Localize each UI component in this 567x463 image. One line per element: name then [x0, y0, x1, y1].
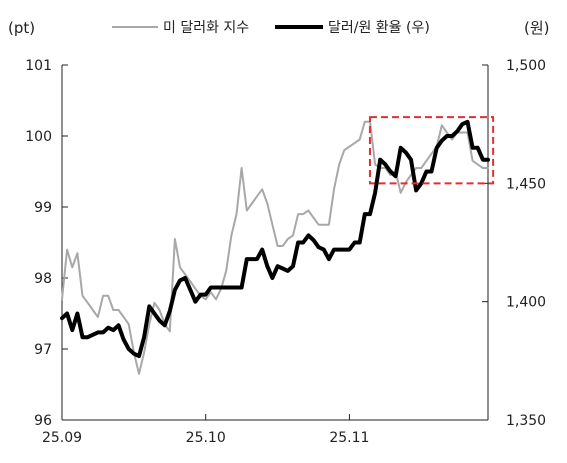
left-tick-label: 101: [25, 58, 52, 74]
x-tick-label: 25.09: [42, 430, 82, 446]
left-tick-label: 96: [34, 413, 52, 429]
series-line-dollar-index: [61, 120, 489, 375]
left-axis-unit: (pt): [8, 19, 35, 37]
right-tick-label: 1,500: [506, 58, 546, 74]
left-tick-label: 100: [25, 129, 52, 145]
series-layer: [60, 119, 490, 375]
right-axis-unit: (원): [524, 19, 550, 37]
highlight-box: [368, 116, 495, 185]
right-tick-label: 1,400: [506, 295, 546, 311]
legend-label-usdkrw: 달러/원 환율 (우): [328, 20, 430, 36]
x-tick-label: 25.10: [186, 430, 226, 446]
x-axis-ticks: 25.09 25.10 25.11: [42, 414, 369, 446]
left-tick-label: 98: [34, 271, 52, 287]
series-line-usdkrw: [60, 119, 490, 359]
legend: 미 달러화 지수 달러/원 환율 (우): [112, 20, 430, 36]
legend-label-dollar-index: 미 달러화 지수: [163, 20, 249, 36]
left-tick-label: 99: [34, 200, 52, 216]
right-tick-label: 1,450: [506, 176, 546, 192]
left-tick-label: 97: [34, 342, 52, 358]
x-tick-label: 25.11: [329, 430, 369, 446]
right-axis-ticks: 1,350 1,400 1,450 1,500: [482, 58, 546, 429]
right-tick-label: 1,350: [506, 413, 546, 429]
left-axis-ticks: 96 97 98 99 100 101: [25, 58, 68, 429]
